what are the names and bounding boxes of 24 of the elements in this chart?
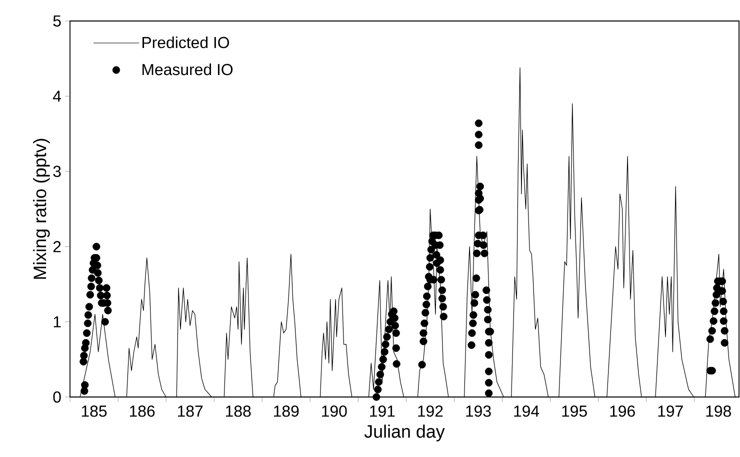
x-tick-label: 189 — [274, 406, 299, 417]
y-tick-label: 4 — [52, 90, 62, 102]
x-tick-label: 198 — [706, 406, 731, 417]
x-axis-title: Julian day — [364, 424, 445, 442]
x-tick-label: 197 — [658, 406, 683, 417]
x-tick-label: 187 — [178, 406, 203, 417]
x-tick-label: 185 — [82, 406, 107, 417]
x-tick-label: 193 — [466, 406, 491, 417]
y-tick-label: 3 — [53, 166, 61, 178]
legend-label: Predicted IO — [142, 36, 230, 48]
y-tick-label: 1 — [54, 316, 61, 328]
x-tick-label: 194 — [514, 406, 540, 417]
x-tick-label: 188 — [226, 406, 251, 417]
x-tick-label: 190 — [322, 406, 347, 417]
y-axis-title: Mixing ratio (pptv) — [33, 138, 50, 279]
y-tick-label: 5 — [53, 15, 61, 27]
x-tick-label: 196 — [610, 406, 635, 417]
legend-label: Measured IO — [142, 64, 233, 76]
x-tick-label: 191 — [370, 406, 395, 417]
x-tick-label: 192 — [418, 406, 443, 417]
x-tick-label: 195 — [562, 406, 587, 417]
x-tick-label: 186 — [130, 406, 155, 417]
y-tick-label: 2 — [53, 241, 61, 252]
y-tick-label: 0 — [53, 391, 61, 403]
